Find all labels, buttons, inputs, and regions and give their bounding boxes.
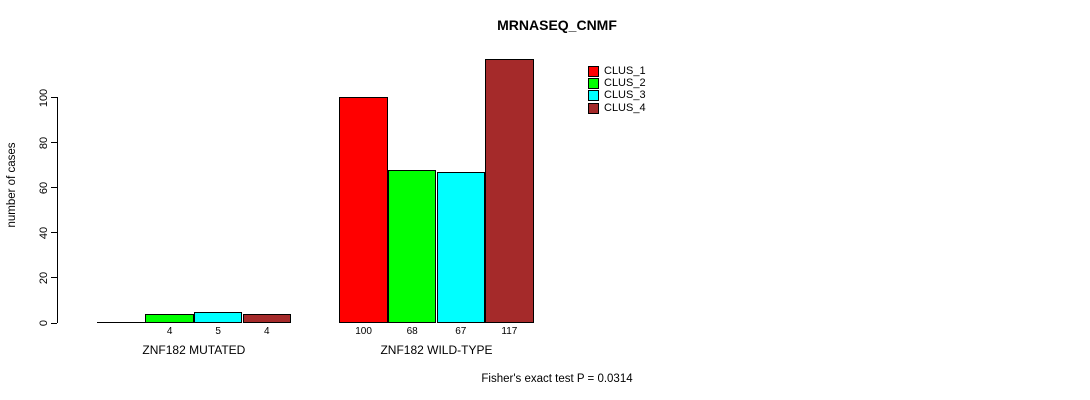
legend-label: CLUS_4 bbox=[604, 101, 646, 114]
bar-clus_1-group2 bbox=[339, 97, 388, 323]
y-tick-mark bbox=[51, 277, 57, 279]
y-tick-mark bbox=[51, 142, 57, 144]
bar-clus_3-group2 bbox=[436, 172, 486, 323]
y-tick-mark bbox=[51, 97, 57, 98]
legend-item: CLUS_3 bbox=[588, 90, 646, 102]
bar-value-label: 100 bbox=[355, 326, 372, 337]
legend-label: CLUS_2 bbox=[604, 77, 646, 90]
legend-label: CLUS_1 bbox=[604, 64, 646, 77]
bar-value-label: 5 bbox=[215, 326, 221, 337]
y-tick-mark bbox=[51, 232, 57, 234]
chart-title: MRNASEQ_CNMF bbox=[497, 17, 617, 33]
group-label-2: ZNF182 WILD-TYPE bbox=[380, 343, 493, 357]
legend-swatch-icon bbox=[588, 102, 599, 114]
bar-clus_4-group1 bbox=[242, 314, 292, 323]
y-tick-mark bbox=[51, 322, 57, 324]
legend-swatch-icon bbox=[588, 90, 599, 102]
legend-item: CLUS_4 bbox=[588, 102, 646, 114]
y-tick-mark bbox=[51, 187, 57, 189]
bar-value-label: 117 bbox=[501, 326, 518, 337]
y-tick-label: 40 bbox=[38, 226, 50, 239]
legend-swatch-icon bbox=[588, 65, 599, 77]
bar-value-label: 68 bbox=[406, 326, 418, 337]
bar-clus_2-group2 bbox=[387, 170, 437, 323]
legend-item: CLUS_1 bbox=[588, 65, 646, 77]
stat-annotation: Fisher's exact test P = 0.0314 bbox=[481, 373, 633, 385]
bar-clus_4-group2 bbox=[485, 59, 534, 323]
y-tick-label: 80 bbox=[38, 136, 50, 149]
y-tick-label: 0 bbox=[38, 319, 50, 327]
bar-clus_1-group1 bbox=[96, 322, 146, 323]
bar-value-label: 4 bbox=[264, 326, 270, 337]
y-tick-label: 60 bbox=[38, 181, 50, 194]
legend: CLUS_1 CLUS_2 CLUS_3 CLUS_4 bbox=[588, 65, 646, 115]
bar-clus_2-group1 bbox=[145, 314, 194, 323]
legend-label: CLUS_3 bbox=[604, 89, 646, 102]
y-axis-label: number of cases bbox=[6, 142, 18, 228]
y-tick-label: 100 bbox=[38, 88, 50, 107]
y-tick-label: 20 bbox=[38, 271, 50, 285]
legend-swatch-icon bbox=[588, 78, 599, 90]
group-label-1: ZNF182 MUTATED bbox=[142, 343, 246, 357]
legend-item: CLUS_2 bbox=[588, 77, 646, 90]
bar-value-label: 4 bbox=[166, 326, 173, 337]
bar-value-label: 67 bbox=[455, 326, 467, 337]
y-axis-line bbox=[57, 97, 58, 323]
bar-clus_3-group1 bbox=[193, 312, 243, 323]
